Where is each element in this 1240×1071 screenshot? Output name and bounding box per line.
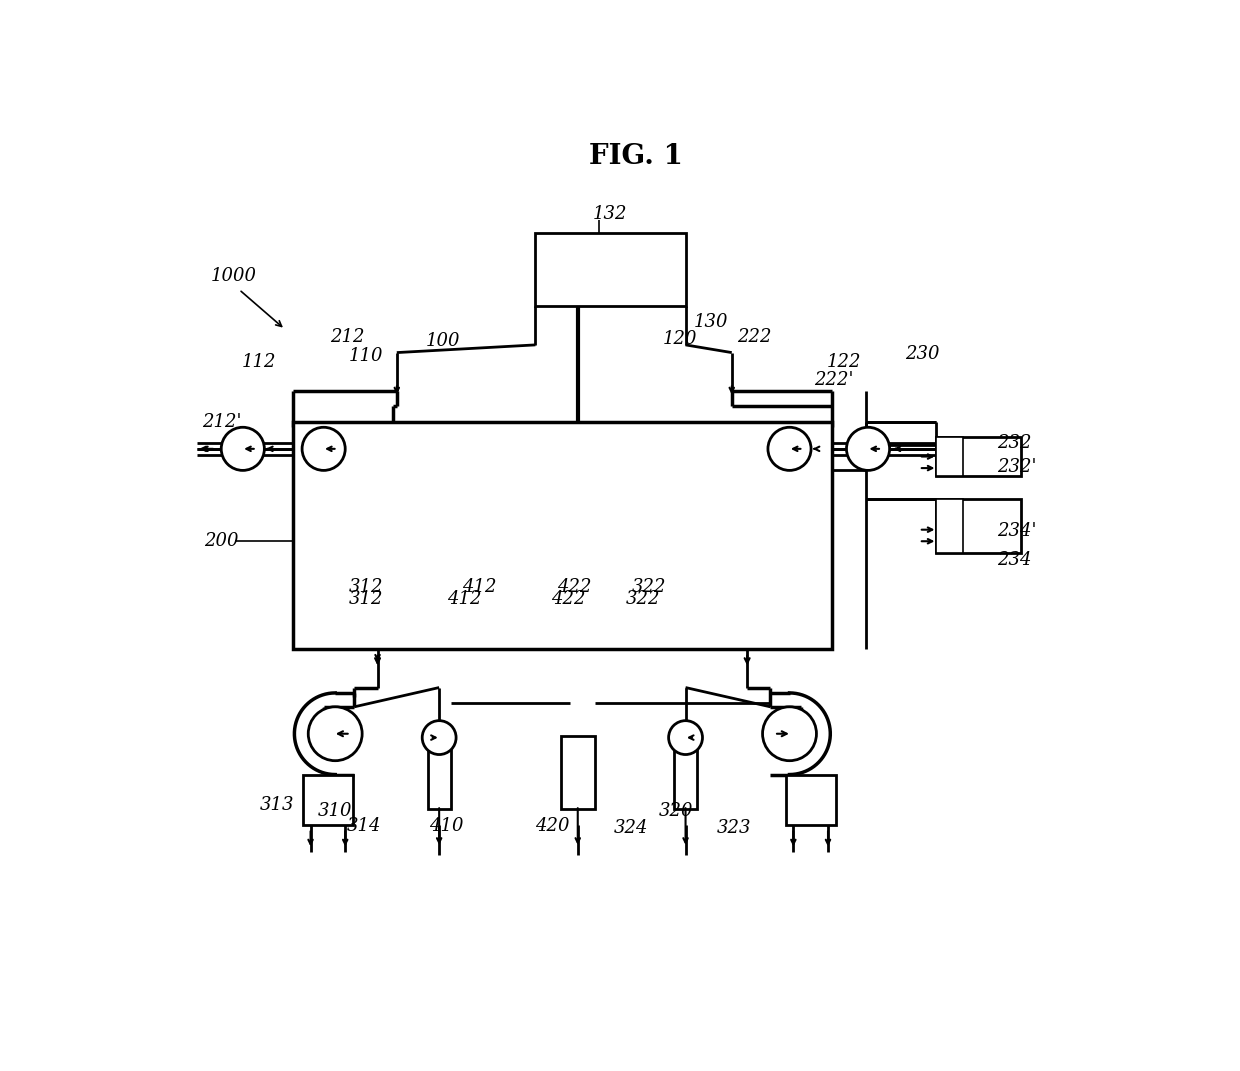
Text: 422: 422 [557,578,591,597]
Bar [303,774,353,825]
Text: 112: 112 [242,352,275,371]
Text: 200: 200 [205,532,239,550]
Text: 130: 130 [693,313,728,331]
Text: 212': 212' [202,413,242,431]
Text: 412: 412 [446,590,481,608]
Bar [560,736,595,810]
Text: 234: 234 [997,552,1032,570]
Text: 312: 312 [350,578,383,597]
Text: 100: 100 [427,332,460,350]
Text: 110: 110 [350,347,383,365]
Bar [936,499,1021,553]
Text: 222': 222' [815,372,853,390]
Circle shape [847,427,889,470]
Text: 314: 314 [347,817,381,835]
Text: 323: 323 [717,819,751,838]
Circle shape [668,721,703,755]
Circle shape [309,707,362,760]
Text: 1000: 1000 [211,267,257,285]
Text: 324: 324 [614,819,649,838]
Bar [936,437,1021,476]
Text: 422: 422 [551,590,585,608]
Text: 420: 420 [536,817,570,835]
Bar [936,499,962,553]
Bar [936,437,962,476]
Bar [293,422,832,649]
Text: 230: 230 [905,345,940,363]
Circle shape [763,707,816,760]
Bar [428,748,450,810]
Circle shape [221,427,264,470]
Text: 322: 322 [631,578,666,597]
Circle shape [303,427,345,470]
Text: 212: 212 [330,328,365,346]
Text: 312: 312 [350,590,383,608]
Bar [675,748,697,810]
Text: 412: 412 [463,578,497,597]
Text: 232: 232 [997,435,1032,452]
Text: 320: 320 [658,802,693,819]
Text: FIG. 1: FIG. 1 [589,142,682,169]
Text: 232': 232' [997,457,1037,476]
Text: 120: 120 [663,330,698,348]
Text: 234': 234' [997,523,1037,540]
Text: 410: 410 [429,817,464,835]
Text: 132: 132 [593,205,627,223]
Circle shape [422,721,456,755]
Circle shape [768,427,811,470]
Text: 222: 222 [737,328,771,346]
Text: 322: 322 [626,590,661,608]
Bar [786,774,836,825]
Text: 313: 313 [259,797,294,814]
Text: 122: 122 [826,352,861,371]
Text: 310: 310 [317,802,352,819]
Bar [536,233,686,306]
